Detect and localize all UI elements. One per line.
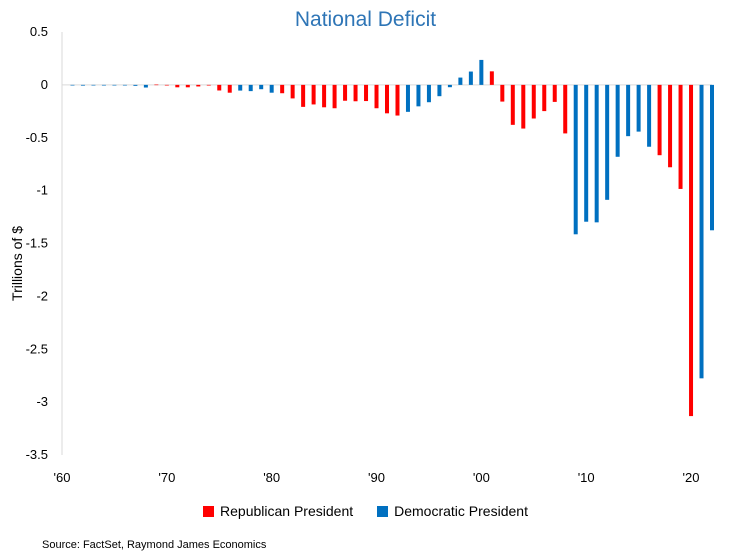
bar-2002: [500, 84, 505, 102]
bar-2015: [636, 84, 641, 132]
bar-1992: [395, 84, 400, 116]
bar-1977: [238, 84, 243, 91]
x-tick-label: '10: [578, 470, 595, 485]
bar-1968: [143, 84, 148, 88]
bar-1988: [353, 84, 358, 102]
y-tick-label: -0.5: [26, 130, 48, 145]
bar-2012: [605, 84, 610, 200]
bar-1972: [185, 84, 190, 88]
bar-1980: [269, 84, 274, 93]
x-tick-label: '70: [158, 470, 175, 485]
x-tick-label: '60: [54, 470, 71, 485]
x-tick-label: '80: [263, 470, 280, 485]
x-tick-label: '90: [368, 470, 385, 485]
y-tick-label: -3: [36, 394, 48, 409]
y-tick-label: -2: [36, 288, 48, 303]
y-tick-label: -3.5: [26, 447, 48, 462]
bar-2010: [584, 84, 589, 222]
bar-2020: [689, 84, 694, 417]
bar-1964: [101, 84, 106, 86]
x-tick-label: '00: [473, 470, 490, 485]
bar-1961: [70, 84, 75, 86]
bar-1998: [458, 77, 463, 85]
bar-1987: [343, 84, 348, 101]
bar-2004: [521, 84, 526, 129]
legend-label-republican: Republican President: [220, 503, 354, 519]
bar-1979: [259, 84, 264, 90]
bar-1975: [217, 84, 222, 91]
bars-group: [70, 59, 714, 417]
chart-legend: Republican President Democratic Presiden…: [0, 503, 731, 519]
bar-1989: [364, 84, 369, 102]
bar-2003: [510, 84, 515, 125]
bar-1983: [301, 84, 306, 107]
bar-1962: [80, 84, 85, 86]
bar-1969: [154, 84, 159, 86]
bar-2011: [594, 84, 599, 223]
bar-1965: [112, 84, 117, 86]
bar-1976: [227, 84, 232, 93]
y-tick-label: -2.5: [26, 341, 48, 356]
bar-1984: [311, 84, 316, 105]
bar-1996: [437, 84, 442, 97]
x-tick-label: '20: [683, 470, 700, 485]
y-tick-label: 0: [41, 77, 48, 92]
source-note: Source: FactSet, Raymond James Economics: [42, 539, 267, 551]
bar-1974: [206, 84, 211, 86]
bar-2017: [657, 84, 662, 156]
bar-2014: [626, 84, 631, 137]
bar-2000: [479, 59, 484, 85]
bar-1985: [322, 84, 327, 108]
bar-1963: [91, 84, 96, 86]
y-tick-label: -1.5: [26, 236, 48, 251]
bar-1999: [468, 71, 473, 85]
bar-1982: [290, 84, 295, 99]
legend-item-democratic: Democratic President: [377, 503, 528, 519]
legend-item-republican: Republican President: [203, 503, 353, 519]
bar-1995: [426, 84, 431, 103]
bar-1970: [164, 84, 169, 86]
bar-2001: [489, 71, 494, 85]
bar-2013: [615, 84, 620, 157]
legend-swatch-republican: [203, 505, 215, 517]
bar-2009: [573, 84, 578, 235]
bar-1991: [385, 84, 389, 114]
bar-2016: [647, 84, 652, 147]
bar-1993: [405, 84, 410, 112]
bar-1967: [133, 84, 138, 86]
bar-1994: [416, 84, 421, 107]
bar-1966: [122, 84, 127, 86]
legend-label-democratic: Democratic President: [394, 503, 528, 519]
bar-1981: [280, 84, 285, 94]
bar-2021: [699, 84, 704, 379]
bar-1990: [374, 84, 379, 109]
bar-2008: [563, 84, 568, 134]
bar-2018: [668, 84, 673, 168]
bar-1973: [196, 84, 201, 87]
y-axis-title: Trillions of $: [9, 226, 25, 301]
y-tick-label: -1: [36, 183, 48, 198]
bar-1997: [447, 84, 452, 88]
y-tick-label: 0.5: [30, 24, 48, 39]
bar-2006: [542, 84, 547, 112]
bar-1978: [248, 84, 253, 92]
bar-2007: [552, 84, 557, 102]
bar-2005: [531, 84, 536, 119]
legend-swatch-democratic: [377, 505, 389, 517]
bar-1986: [332, 84, 337, 109]
tick-labels: 0.5 0 -0.5 -1 -1.5 -2 -2.5 -3 -3.5 '60 '70 '80 '90 '0…: [9, 24, 700, 485]
chart-title: National Deficit: [294, 8, 437, 31]
bar-1971: [175, 84, 180, 88]
bar-2019: [678, 84, 683, 189]
bar-2022: [710, 84, 714, 231]
